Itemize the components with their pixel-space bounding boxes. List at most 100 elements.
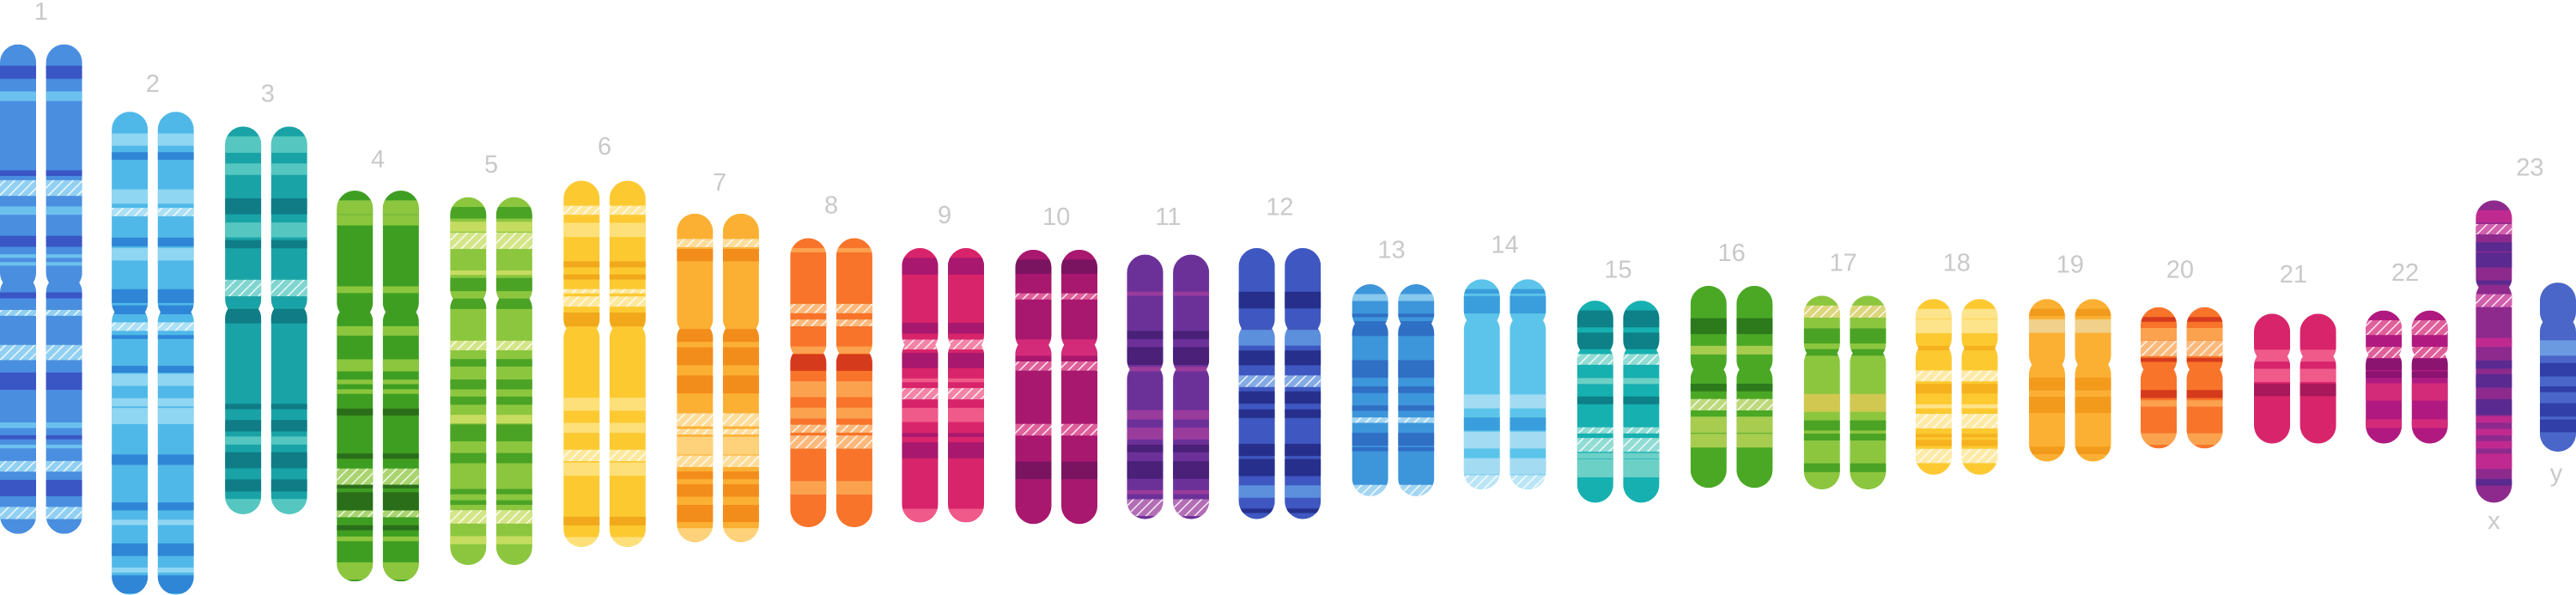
band xyxy=(1623,332,1660,349)
band xyxy=(382,525,419,531)
band xyxy=(1510,288,1546,294)
band xyxy=(112,366,149,373)
band xyxy=(1850,328,1886,344)
chromosome-body xyxy=(0,44,37,534)
chromosome xyxy=(450,197,487,566)
band xyxy=(157,373,194,386)
band xyxy=(902,442,939,458)
band xyxy=(157,502,194,511)
band xyxy=(2028,319,2065,333)
band xyxy=(382,408,419,416)
band-hatch xyxy=(902,387,939,400)
band xyxy=(112,189,149,204)
band xyxy=(1352,386,1388,393)
band xyxy=(722,484,759,497)
band xyxy=(722,347,759,366)
band-hatch xyxy=(0,344,37,361)
band xyxy=(0,444,37,449)
band xyxy=(495,298,532,309)
chromosome xyxy=(225,126,262,514)
band xyxy=(157,408,194,425)
band xyxy=(1961,319,1998,334)
band xyxy=(270,436,307,445)
band xyxy=(722,436,759,455)
band xyxy=(495,379,532,390)
band xyxy=(2028,308,2065,317)
band xyxy=(112,519,149,525)
band xyxy=(46,170,82,176)
band xyxy=(2539,386,2576,392)
band-hatch xyxy=(495,340,532,350)
chromosome xyxy=(1915,299,1952,475)
band xyxy=(382,379,419,385)
chromosome-body xyxy=(337,190,374,582)
band xyxy=(609,398,646,411)
chromosome-label: 20 xyxy=(2166,256,2194,283)
chromosome-label: 12 xyxy=(1266,194,1293,222)
chromosome xyxy=(2254,313,2291,444)
band xyxy=(0,422,37,428)
band-hatch xyxy=(609,288,646,294)
band xyxy=(2411,359,2448,371)
band-hatch xyxy=(46,507,82,519)
band xyxy=(1850,393,1886,412)
band xyxy=(1463,288,1500,294)
band xyxy=(337,536,374,542)
chromosome xyxy=(947,247,985,523)
band xyxy=(1127,444,1163,452)
chromosome-label: 2 xyxy=(146,70,160,98)
band xyxy=(677,249,714,262)
band xyxy=(2539,419,2576,433)
chromosome xyxy=(1577,301,1613,503)
band xyxy=(2476,242,2512,252)
band xyxy=(609,422,646,434)
chromosome xyxy=(2411,310,2448,444)
band-hatch xyxy=(790,424,827,433)
band xyxy=(1803,434,1840,441)
band-hatch xyxy=(563,205,600,216)
band xyxy=(2366,371,2403,379)
band xyxy=(947,508,985,522)
band-hatch xyxy=(1577,438,1613,452)
band-hatch xyxy=(382,468,419,485)
band xyxy=(270,420,307,432)
chromosome xyxy=(2300,313,2336,444)
band xyxy=(46,206,82,216)
band xyxy=(112,152,149,161)
band xyxy=(495,270,532,276)
band xyxy=(609,462,646,477)
band xyxy=(1961,384,1998,394)
band-hatch xyxy=(2411,346,2448,358)
band xyxy=(1736,434,1773,448)
chromosome xyxy=(835,238,872,528)
band xyxy=(1915,319,1952,334)
band xyxy=(790,481,827,495)
band-hatch xyxy=(1173,499,1210,517)
band xyxy=(495,452,532,464)
band xyxy=(112,568,149,573)
band-hatch xyxy=(0,460,37,472)
band xyxy=(1463,295,1500,314)
band xyxy=(1623,378,1660,385)
band xyxy=(382,453,419,459)
band xyxy=(790,354,827,371)
band xyxy=(1127,410,1163,420)
band xyxy=(677,471,714,480)
band xyxy=(1690,318,1727,335)
band xyxy=(2366,419,2403,428)
chromosome-label: 11 xyxy=(1155,203,1181,231)
band xyxy=(1463,394,1500,409)
band xyxy=(1352,294,1388,301)
chromosome xyxy=(2140,307,2178,449)
band xyxy=(225,452,262,469)
band-hatch xyxy=(1623,438,1660,452)
band xyxy=(1463,431,1500,449)
band xyxy=(722,249,759,262)
band xyxy=(2075,308,2111,317)
band xyxy=(2028,397,2065,414)
band xyxy=(2140,327,2178,341)
chromosome-label: 23 xyxy=(2516,155,2543,182)
chromosome-label: 21 xyxy=(2280,261,2307,288)
band xyxy=(157,189,194,204)
band xyxy=(563,516,600,525)
